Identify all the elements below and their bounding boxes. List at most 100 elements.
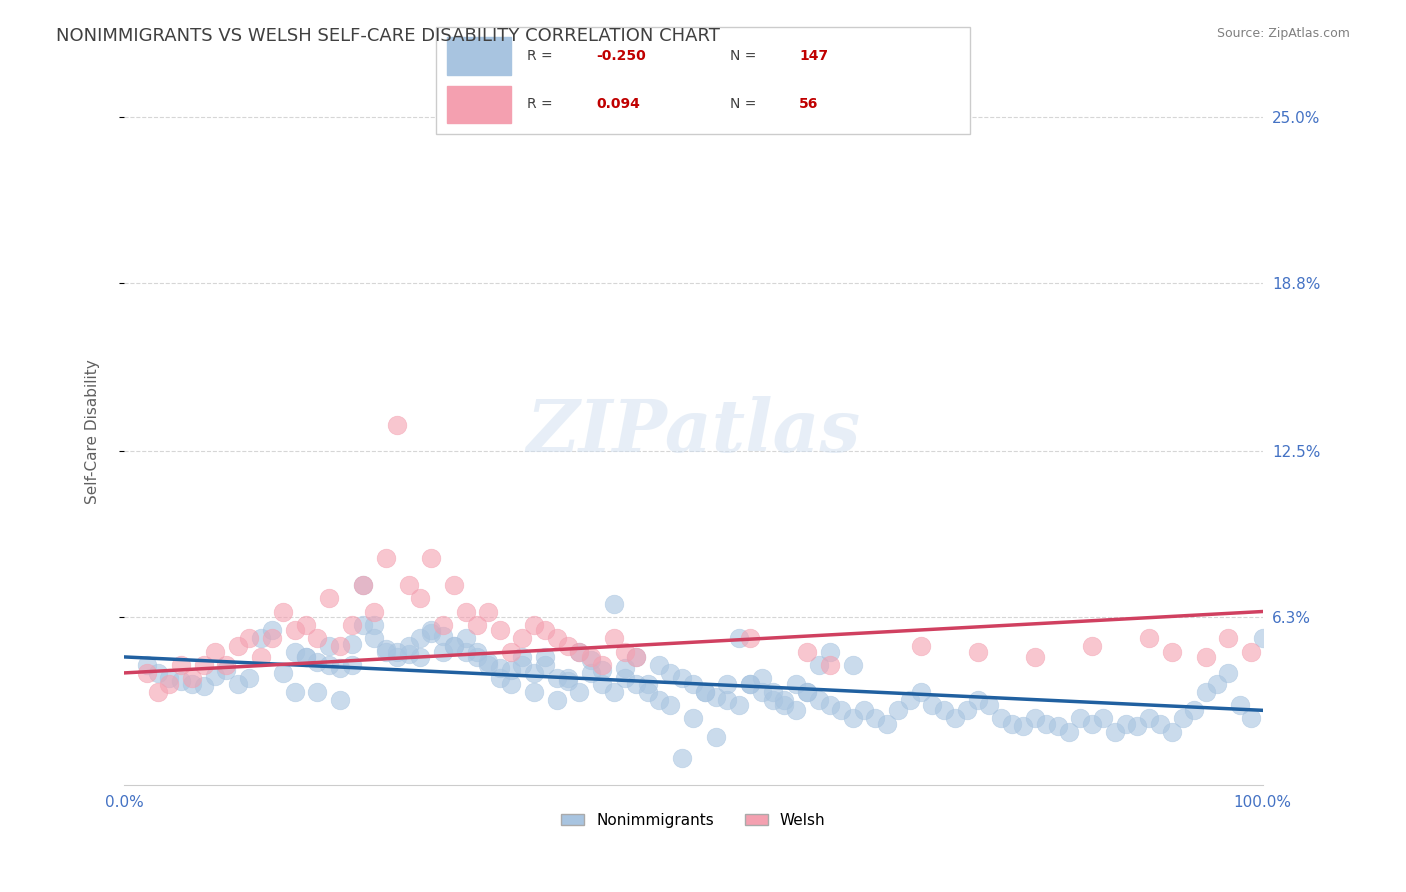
- Point: [193, 657, 215, 672]
- Point: [146, 665, 169, 680]
- Text: NONIMMIGRANTS VS WELSH SELF-CARE DISABILITY CORRELATION CHART: NONIMMIGRANTS VS WELSH SELF-CARE DISABIL…: [56, 27, 720, 45]
- Point: [727, 631, 749, 645]
- Point: [307, 655, 329, 669]
- Point: [1035, 716, 1057, 731]
- Point: [523, 665, 546, 680]
- Point: [454, 605, 477, 619]
- Point: [181, 671, 204, 685]
- Point: [887, 703, 910, 717]
- Point: [1081, 639, 1104, 653]
- Text: N =: N =: [730, 97, 761, 111]
- Point: [340, 618, 363, 632]
- Point: [751, 671, 773, 685]
- Point: [591, 663, 613, 677]
- Point: [170, 657, 193, 672]
- Point: [579, 652, 602, 666]
- Point: [477, 657, 499, 672]
- Point: [1240, 644, 1263, 658]
- Point: [352, 578, 374, 592]
- Point: [637, 676, 659, 690]
- Point: [602, 631, 624, 645]
- Point: [215, 657, 238, 672]
- Point: [193, 679, 215, 693]
- Point: [249, 631, 271, 645]
- Point: [830, 703, 852, 717]
- Point: [898, 692, 921, 706]
- Point: [534, 624, 557, 638]
- Y-axis label: Self-Care Disability: Self-Care Disability: [86, 359, 100, 504]
- Point: [363, 605, 385, 619]
- Point: [352, 618, 374, 632]
- Point: [454, 644, 477, 658]
- Point: [432, 629, 454, 643]
- FancyBboxPatch shape: [447, 37, 510, 75]
- Point: [613, 671, 636, 685]
- Point: [273, 605, 295, 619]
- Point: [693, 684, 716, 698]
- Point: [374, 644, 396, 658]
- Point: [546, 631, 568, 645]
- Point: [671, 751, 693, 765]
- Point: [273, 665, 295, 680]
- Point: [1195, 649, 1218, 664]
- Point: [534, 649, 557, 664]
- Point: [307, 631, 329, 645]
- Point: [260, 631, 283, 645]
- Legend: Nonimmigrants, Welsh: Nonimmigrants, Welsh: [555, 807, 831, 834]
- Point: [1115, 716, 1137, 731]
- Point: [398, 639, 420, 653]
- Point: [796, 644, 818, 658]
- Point: [671, 671, 693, 685]
- Point: [295, 649, 318, 664]
- Point: [284, 624, 307, 638]
- Point: [1171, 711, 1194, 725]
- Point: [329, 692, 352, 706]
- Point: [626, 676, 648, 690]
- Point: [921, 698, 943, 712]
- Point: [512, 631, 534, 645]
- Point: [818, 644, 841, 658]
- Point: [318, 639, 340, 653]
- Point: [1137, 711, 1160, 725]
- Text: 147: 147: [799, 49, 828, 62]
- Point: [238, 671, 260, 685]
- Point: [591, 657, 613, 672]
- Point: [967, 644, 990, 658]
- Point: [865, 711, 887, 725]
- Point: [693, 684, 716, 698]
- Text: R =: R =: [527, 97, 561, 111]
- Point: [477, 655, 499, 669]
- Point: [1092, 711, 1115, 725]
- Point: [249, 649, 271, 664]
- Point: [135, 665, 157, 680]
- Point: [762, 692, 785, 706]
- Point: [557, 673, 579, 688]
- Point: [1001, 716, 1024, 731]
- Point: [1137, 631, 1160, 645]
- Point: [226, 639, 249, 653]
- Point: [807, 657, 830, 672]
- Point: [465, 618, 488, 632]
- Point: [363, 631, 385, 645]
- Point: [398, 647, 420, 661]
- Point: [704, 690, 727, 704]
- Point: [284, 684, 307, 698]
- Point: [626, 649, 648, 664]
- Point: [1057, 724, 1080, 739]
- Point: [579, 649, 602, 664]
- Point: [979, 698, 1001, 712]
- Text: Source: ZipAtlas.com: Source: ZipAtlas.com: [1216, 27, 1350, 40]
- Point: [546, 692, 568, 706]
- Point: [751, 684, 773, 698]
- Point: [1149, 716, 1171, 731]
- Point: [420, 626, 443, 640]
- Point: [260, 624, 283, 638]
- Point: [420, 551, 443, 566]
- Point: [955, 703, 977, 717]
- FancyBboxPatch shape: [447, 86, 510, 123]
- Point: [740, 676, 762, 690]
- Point: [329, 639, 352, 653]
- Point: [796, 684, 818, 698]
- Point: [932, 703, 955, 717]
- Text: R =: R =: [527, 49, 557, 62]
